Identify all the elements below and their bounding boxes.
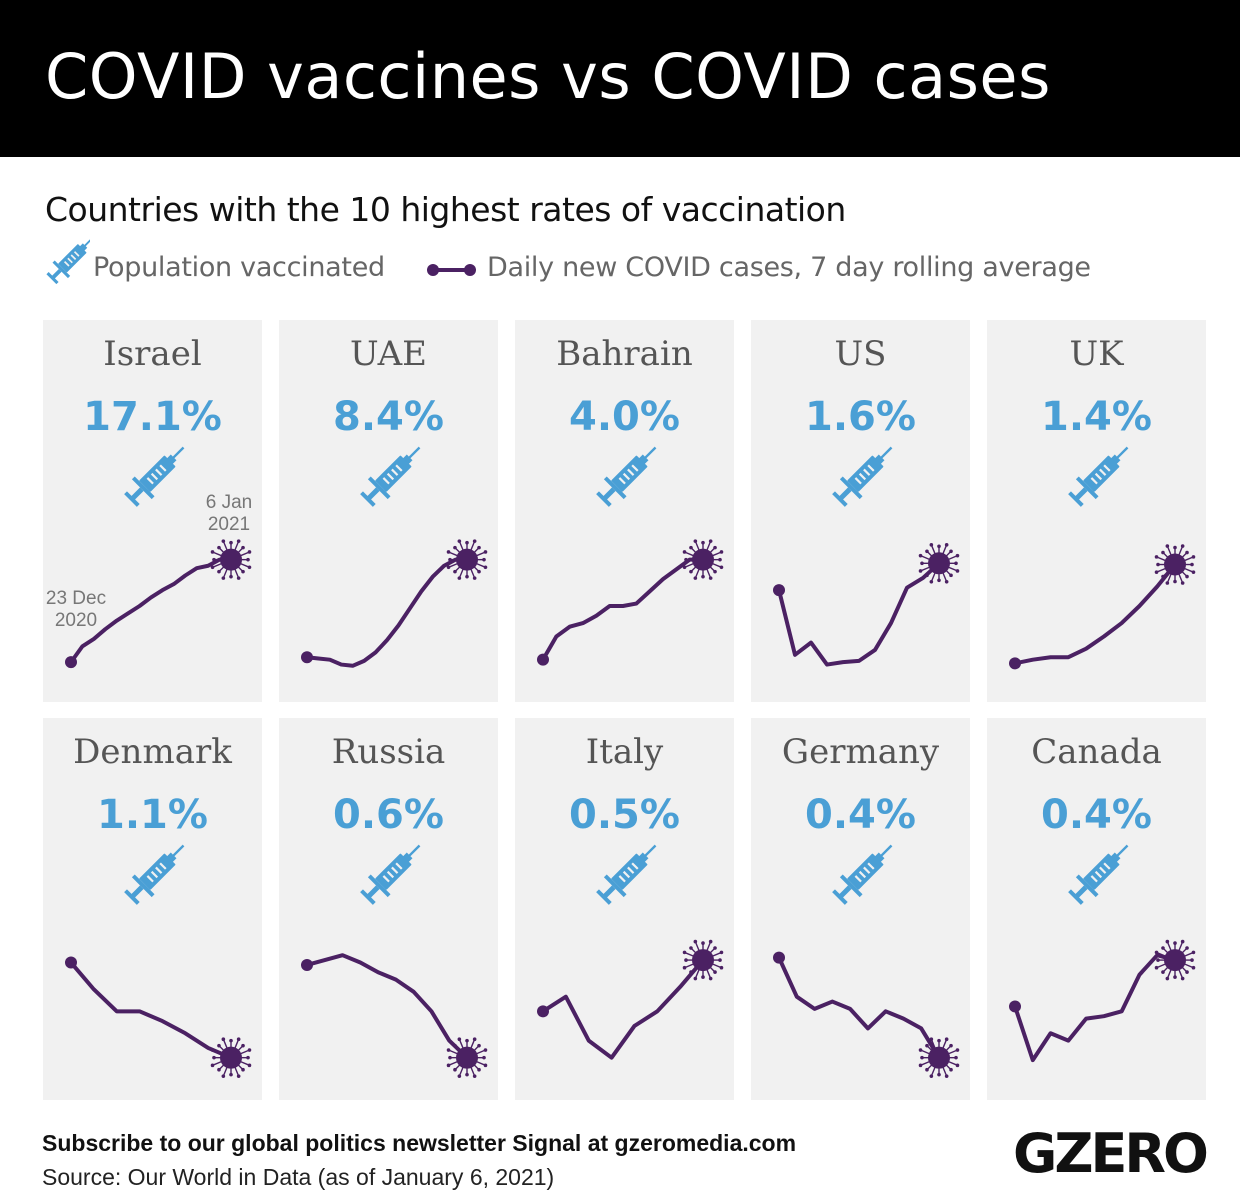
virus-icon — [918, 1037, 960, 1078]
cases-line — [1013, 953, 1177, 1063]
virus-icon — [210, 1037, 252, 1078]
country-name: UK — [1069, 334, 1124, 374]
cases-line — [1013, 562, 1177, 666]
cases-line — [69, 960, 233, 1060]
syringe-icon — [360, 844, 421, 905]
virus-icon — [210, 539, 252, 580]
country-name: US — [834, 334, 887, 374]
start-point — [301, 651, 313, 664]
virus-icon — [1154, 939, 1196, 981]
cases-line-chart — [65, 539, 252, 669]
country-name: Israel — [103, 334, 202, 374]
country-name: Canada — [1031, 732, 1162, 772]
vaccinated-percent: 0.6% — [333, 792, 444, 838]
country-name: Italy — [585, 732, 664, 772]
gzero-logo: GZERO — [1013, 1122, 1209, 1185]
source-text: Source: Our World in Data (as of January… — [42, 1164, 555, 1190]
cases-line — [541, 958, 705, 1060]
country-panel-canada: Canada 0.4% — [987, 718, 1206, 1100]
syringe-icon — [124, 446, 185, 507]
syringe-icon — [832, 844, 893, 905]
cases-line-chart — [537, 939, 724, 1060]
start-point — [537, 1005, 549, 1018]
country-name: Bahrain — [556, 334, 693, 374]
country-panel-us: US 1.6% — [751, 320, 970, 702]
cases-line-chart — [537, 539, 724, 666]
country-name: Germany — [781, 732, 940, 772]
country-name: Denmark — [73, 732, 232, 772]
cases-line-chart — [1009, 939, 1196, 1063]
header-banner: COVID vaccines vs COVID cases — [0, 0, 1240, 157]
start-point — [65, 656, 77, 669]
vaccinated-percent: 8.4% — [333, 394, 444, 440]
syringe-icon — [46, 237, 90, 285]
country-panel-denmark: Denmark 1.1% — [43, 718, 262, 1100]
cases-line — [777, 561, 941, 667]
legend-cases: Daily new COVID cases, 7 day rolling ave… — [487, 252, 1091, 283]
cases-line — [777, 955, 941, 1060]
start-point — [301, 958, 313, 971]
start-point — [773, 584, 785, 597]
cases-line-chart — [773, 543, 960, 667]
vaccinated-percent: 1.1% — [97, 792, 208, 838]
cases-line-chart — [301, 539, 488, 668]
country-panel-uk: UK 1.4% — [987, 320, 1206, 702]
cases-line — [541, 557, 705, 662]
country-panel-germany: Germany 0.4% — [751, 718, 970, 1100]
vaccinated-percent: 1.6% — [805, 394, 916, 440]
virus-icon — [446, 539, 488, 580]
page-title: COVID vaccines vs COVID cases — [45, 40, 1051, 113]
cases-line-chart — [1009, 544, 1196, 670]
vaccinated-percent: 4.0% — [569, 394, 680, 440]
start-date-label: 23 Dec 2020 — [45, 588, 107, 631]
vaccinated-percent: 1.4% — [1041, 394, 1152, 440]
country-panel-russia: Russia 0.6% — [279, 718, 498, 1100]
subscribe-text: Subscribe to our global politics newslet… — [42, 1130, 797, 1156]
vaccinated-percent: 17.1% — [83, 394, 222, 440]
country-name: Russia — [331, 732, 446, 772]
legend-vaccinated: Population vaccinated — [93, 252, 385, 283]
start-point — [773, 951, 785, 964]
start-point — [537, 653, 549, 666]
virus-icon — [1154, 544, 1196, 585]
virus-icon — [682, 939, 724, 981]
syringe-icon — [596, 844, 657, 905]
syringe-icon — [596, 446, 657, 507]
vaccinated-percent: 0.4% — [805, 792, 916, 838]
vaccinated-percent: 0.5% — [569, 792, 680, 838]
cases-line-chart — [773, 951, 960, 1078]
cases-line — [305, 557, 469, 668]
start-point — [1009, 657, 1021, 670]
cases-line-chart — [301, 953, 488, 1078]
syringe-icon — [360, 446, 421, 507]
virus-icon — [918, 543, 960, 584]
syringe-icon — [1068, 446, 1129, 507]
country-panel-italy: Italy 0.5% — [515, 718, 734, 1100]
country-panel-uae: UAE 8.4% — [279, 320, 498, 702]
start-point — [1009, 1000, 1021, 1013]
line-marker-icon — [427, 264, 476, 276]
end-date-label: 6 Jan 2021 — [205, 492, 253, 535]
syringe-icon — [124, 844, 185, 905]
virus-icon — [446, 1037, 488, 1078]
syringe-icon — [832, 446, 893, 507]
country-panel-bahrain: Bahrain 4.0% — [515, 320, 734, 702]
vaccinated-percent: 0.4% — [1041, 792, 1152, 838]
virus-icon — [682, 539, 724, 580]
cases-line — [305, 953, 469, 1060]
country-panel-israel: Israel 17.1% 23 Dec 2020 6 Jan 2021 — [43, 320, 262, 702]
country-name: UAE — [350, 334, 427, 374]
subtitle: Countries with the 10 highest rates of v… — [45, 190, 846, 229]
cases-line-chart — [65, 956, 252, 1078]
start-point — [65, 956, 77, 969]
syringe-icon — [1068, 844, 1129, 905]
